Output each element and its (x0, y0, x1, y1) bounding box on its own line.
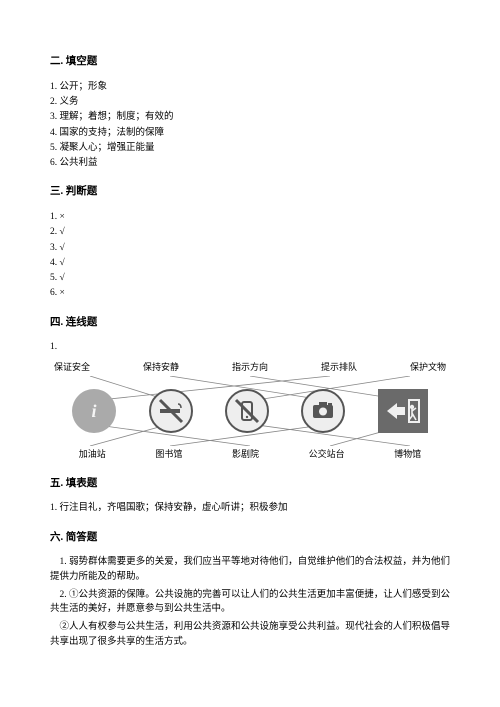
section-6-body: 1. 弱势群体需要更多的关爱，我们应当平等地对待他们，自觉维护他们的合法权益，并… (50, 555, 450, 649)
s5-item: 1. 行注目礼，齐唱国歌；保持安静，虚心听讲；积极参加 (50, 501, 450, 515)
svg-text:i: i (92, 401, 97, 421)
top-label: 保证安全 (54, 361, 90, 375)
s6-para: 2. ①公共资源的保障。公共设施的完善可以让人们的公共生活更加丰富便捷，让人们感… (50, 588, 450, 617)
section-6-title: 六. 简答题 (50, 530, 450, 546)
section-5-title: 五. 填表题 (50, 476, 450, 492)
s3-item: 6. × (50, 286, 450, 300)
s3-item: 3. √ (50, 241, 450, 255)
info-icon: i (72, 389, 116, 433)
section-4-q: 1. (50, 340, 450, 354)
s2-item: 1. 公开；形象 (50, 80, 450, 94)
s3-item: 5. √ (50, 271, 450, 285)
s2-item: 4. 国家的支持；法制的保障 (50, 126, 450, 140)
bottom-label: 图书馆 (155, 448, 182, 462)
top-label: 指示方向 (232, 361, 268, 375)
s2-item: 2. 义务 (50, 95, 450, 109)
bottom-label-row: 加油站 图书馆 影剧院 公交站台 博物馆 (50, 448, 450, 462)
s4-q1: 1. (50, 340, 450, 354)
s2-item: 5. 凝聚人心；增强正能量 (50, 141, 450, 155)
section-5-items: 1. 行注目礼，齐唱国歌；保持安静，虚心听讲；积极参加 (50, 501, 450, 515)
top-label-row: 保证安全 保持安静 指示方向 提示排队 保护文物 (50, 361, 450, 375)
no-phone-icon (225, 389, 269, 433)
section-2-items: 1. 公开；形象 2. 义务 3. 理解；着想；制度；有效的 4. 国家的支持；… (50, 80, 450, 171)
top-label: 保持安静 (143, 361, 179, 375)
camera-icon (301, 389, 345, 433)
s3-item: 1. × (50, 210, 450, 224)
section-2-title: 二. 填空题 (50, 54, 450, 70)
icons-panel: i (50, 376, 450, 446)
bottom-label: 博物馆 (394, 448, 421, 462)
s2-item: 6. 公共利益 (50, 156, 450, 170)
s6-para: 1. 弱势群体需要更多的关爱，我们应当平等地对待他们，自觉维护他们的合法权益，并… (50, 555, 450, 584)
bottom-label: 加油站 (79, 448, 106, 462)
top-label: 提示排队 (321, 361, 357, 375)
bottom-label: 影剧院 (232, 448, 259, 462)
s6-para: ②人人有权参与公共生活，利用公共资源和公共设施享受公共利益。现代社会的人们积极倡… (50, 620, 450, 649)
section-3-items: 1. × 2. √ 3. √ 4. √ 5. √ 6. × (50, 210, 450, 301)
s3-item: 2. √ (50, 225, 450, 239)
section-3-title: 三. 判断题 (50, 184, 450, 200)
exit-icon (378, 389, 428, 433)
matching-diagram: 保证安全 保持安静 指示方向 提示排队 保护文物 i (50, 361, 450, 462)
top-label: 保护文物 (410, 361, 446, 375)
s3-item: 4. √ (50, 256, 450, 270)
no-smoking-icon (149, 389, 193, 433)
s2-item: 3. 理解；着想；制度；有效的 (50, 110, 450, 124)
section-4-title: 四. 连线题 (50, 315, 450, 331)
bottom-label: 公交站台 (309, 448, 345, 462)
